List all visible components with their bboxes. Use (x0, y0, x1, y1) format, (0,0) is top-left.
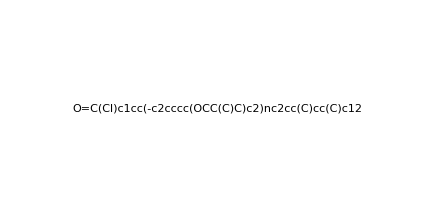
Text: O=C(Cl)c1cc(-c2cccc(OCC(C)C)c2)nc2cc(C)cc(C)c12: O=C(Cl)c1cc(-c2cccc(OCC(C)C)c2)nc2cc(C)c… (73, 103, 362, 113)
